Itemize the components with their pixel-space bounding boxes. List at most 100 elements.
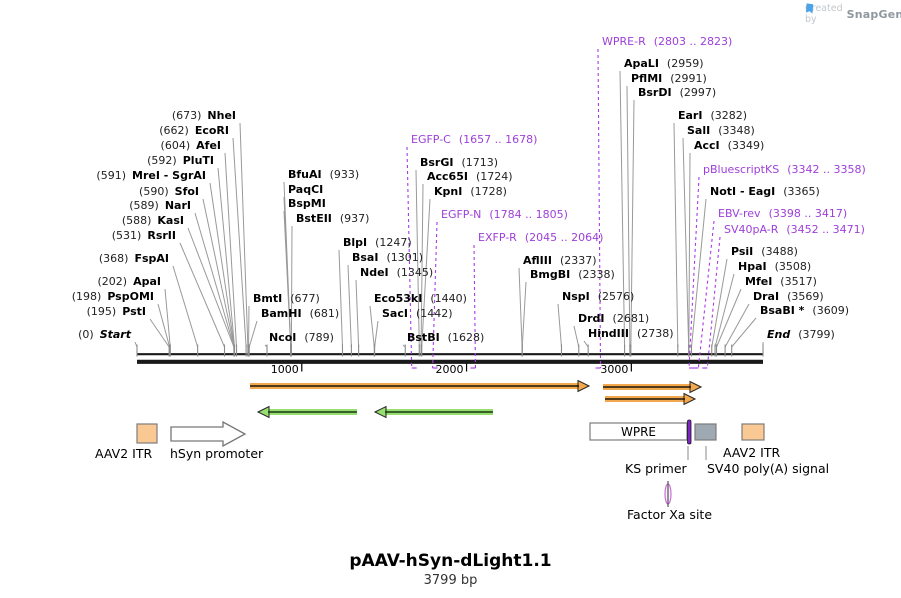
orange-arrow-head-1: [689, 380, 703, 394]
orange-arrow-head-2: [683, 392, 697, 406]
feature-box-label-wpre: WPRE: [620, 425, 657, 439]
enzyme-position: (1728): [470, 185, 507, 198]
enzyme-name: NcoI: [269, 331, 297, 344]
enzyme-position: (1301): [386, 251, 424, 264]
primer-range: (3342 .. 3358): [787, 163, 866, 176]
enzyme-leader-bstbi: [402, 344, 406, 348]
ks-primer-marker: [687, 419, 692, 445]
enzyme-name: MreI - SgrAI: [132, 169, 206, 182]
enzyme-position: (531): [111, 229, 142, 242]
enzyme-position: (591): [96, 169, 127, 182]
enzyme-position: (0): [78, 328, 94, 341]
enzyme-name: EcoRI: [194, 124, 229, 137]
enzyme-leader-blpi: [338, 249, 343, 348]
enzyme-position: (1345): [396, 266, 434, 279]
enzyme-leader-mfei: [716, 288, 742, 348]
enzyme-label-bsrgi: BsrGI (1713): [420, 156, 498, 169]
primer-leader-sv40pa-r: [706, 236, 721, 369]
enzyme-name: NheI: [207, 109, 236, 122]
enzyme-name: HpaI: [738, 260, 767, 273]
enzyme-label-apali: ApaLI (2959): [624, 57, 704, 70]
enzyme-position: (604): [160, 139, 191, 152]
enzyme-name: Eco53kI: [374, 292, 423, 305]
green-arrow-head-3: [256, 405, 270, 419]
feature-label-aav2-itr: AAV2 ITR: [95, 446, 153, 461]
enzyme-position: (3282): [710, 109, 748, 122]
enzyme-leader-bsrdi: [630, 99, 635, 348]
enzyme-leader-eari: [673, 122, 679, 348]
enzyme-name: PluTI: [182, 154, 214, 167]
enzyme-name: DrdI: [578, 312, 605, 325]
enzyme-position: (589): [129, 199, 159, 212]
feature-box-aav2-itr-left: [136, 423, 158, 444]
enzyme-position: (937): [339, 212, 370, 225]
ruler-label-2000: 2000: [435, 363, 464, 376]
enzyme-label-saci: SacI (1442): [382, 307, 453, 320]
enzyme-name: NdeI: [360, 266, 389, 279]
feature-label-ks-primer: KS primer: [625, 461, 687, 476]
enzyme-leader-pluti: [217, 167, 236, 348]
enzyme-label-sali: SalI (3348): [687, 124, 755, 137]
enzyme-name: EarI: [678, 109, 703, 122]
primer-name: EGFP-N: [441, 208, 482, 221]
enzyme-name: BamHI: [261, 307, 302, 320]
enzyme-name: NotI - EagI: [710, 185, 776, 198]
enzyme-name: PsiI: [731, 245, 754, 258]
primer-leader-exfp-r: [473, 244, 477, 369]
enzyme-name: BspMI: [288, 197, 326, 210]
enzyme-name: BsaI: [352, 251, 379, 264]
enzyme-position: (1442): [415, 307, 453, 320]
plasmid-title: pAAV-hSyn-dLight1.1: [349, 551, 552, 571]
enzyme-leader-acci: [688, 152, 691, 348]
enzyme-position: (202): [97, 275, 128, 288]
enzyme-label-pspomi: (198) PspOMI: [72, 290, 154, 303]
enzyme-leader-nari: [194, 212, 235, 348]
primer-leader-egfp-n: [432, 221, 438, 369]
enzyme-leader-kpni: [421, 198, 431, 348]
enzyme-position: (592): [147, 154, 177, 167]
enzyme-label-fspai: (368) FspAI: [99, 252, 169, 265]
primer-leader-pbluescriptks: [688, 176, 700, 369]
enzyme-position: (677): [290, 292, 320, 305]
enzyme-position: (3569): [787, 290, 824, 303]
enzyme-name: ApaLI: [624, 57, 659, 70]
primer-name: pBluescriptKS: [703, 163, 780, 176]
enzyme-label-blpi: BlpI (1247): [343, 236, 412, 249]
enzyme-leader-acc65i: [420, 183, 424, 348]
enzyme-label-afei: (604) AfeI: [161, 139, 221, 152]
enzyme-position: (2738): [636, 327, 674, 340]
enzyme-name: BsaBI *: [760, 304, 805, 317]
enzyme-label-mfei: MfeI (3517): [745, 275, 817, 288]
enzyme-position: (2337): [559, 254, 597, 267]
enzyme-position: (1724): [475, 170, 513, 183]
watermark-brand: SnapGene: [846, 7, 901, 21]
enzyme-leader-bsai: [347, 264, 352, 348]
enzyme-name: Start: [99, 328, 131, 341]
enzyme-leader-bspmi: [283, 210, 292, 348]
enzyme-leader-kasi: [187, 227, 235, 348]
enzyme-label-ecori: (662) EcoRI: [159, 124, 229, 137]
enzyme-name: BmgBI: [530, 268, 571, 281]
enzyme-name: KpnI: [434, 185, 463, 198]
enzyme-label-acc65i: Acc65I (1724): [427, 170, 513, 183]
enzyme-name: DraI: [753, 290, 780, 303]
enzyme-label-nari: (589) NarI: [129, 199, 191, 212]
enzyme-label-hindiii: HindIII (2738): [588, 327, 674, 340]
snapgene-logo-icon: [806, 3, 814, 14]
primer-name: EXFP-R: [478, 231, 517, 244]
enzyme-leader-apai: [164, 288, 171, 348]
enzyme-position: (3348): [718, 124, 755, 137]
enzyme-name: AfeI: [196, 139, 221, 152]
primer-name: WPRE-R: [602, 35, 646, 48]
enzyme-name: AccI: [694, 139, 720, 152]
enzyme-leader-rsrii: [179, 242, 225, 348]
enzyme-label-bsrdi: BsrDI (2997): [638, 86, 716, 99]
primer-name: EGFP-C: [411, 133, 451, 146]
enzyme-leader-bamhi: [248, 320, 258, 348]
enzyme-leader-mrei-sgrai: [209, 182, 235, 348]
primer-name: EBV-rev: [718, 207, 761, 220]
enzyme-label-nspi: NspI (2576): [562, 290, 634, 303]
enzyme-name: AflIII: [523, 254, 552, 267]
enzyme-name: HindIII: [588, 327, 629, 340]
